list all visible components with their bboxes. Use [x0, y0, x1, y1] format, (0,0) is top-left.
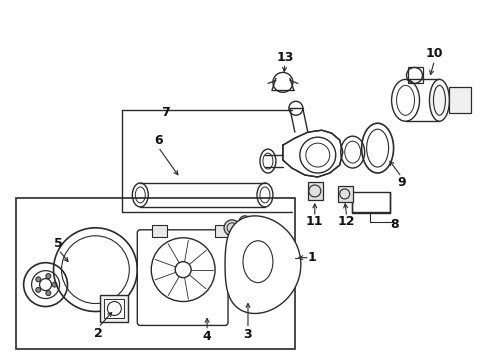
- Bar: [407, 67, 423, 84]
- Bar: [448, 87, 470, 113]
- Polygon shape: [283, 130, 342, 177]
- Bar: [351, 192, 389, 212]
- Bar: [100, 294, 128, 323]
- Bar: [152, 225, 167, 237]
- Text: 1: 1: [307, 251, 316, 264]
- Bar: [16, 198, 294, 349]
- Bar: [104, 298, 124, 319]
- Text: 9: 9: [396, 176, 405, 189]
- Text: 2: 2: [94, 327, 102, 340]
- Circle shape: [52, 282, 57, 287]
- Circle shape: [224, 220, 240, 236]
- Text: 8: 8: [389, 218, 398, 231]
- Circle shape: [46, 291, 51, 296]
- Circle shape: [239, 216, 250, 228]
- Circle shape: [36, 287, 41, 292]
- Bar: [337, 186, 352, 202]
- Text: 5: 5: [54, 237, 63, 250]
- Text: 3: 3: [243, 328, 252, 341]
- Circle shape: [36, 277, 41, 282]
- FancyBboxPatch shape: [137, 230, 227, 325]
- Text: 13: 13: [276, 51, 293, 64]
- Text: 11: 11: [305, 215, 323, 228]
- Text: 12: 12: [337, 215, 355, 228]
- Text: 7: 7: [161, 106, 169, 119]
- Text: 6: 6: [154, 134, 162, 147]
- Circle shape: [46, 274, 51, 279]
- Bar: [215, 225, 233, 237]
- Ellipse shape: [428, 80, 448, 121]
- Text: 10: 10: [425, 47, 442, 60]
- Bar: [307, 182, 322, 200]
- Polygon shape: [224, 216, 300, 314]
- Text: 4: 4: [203, 330, 211, 343]
